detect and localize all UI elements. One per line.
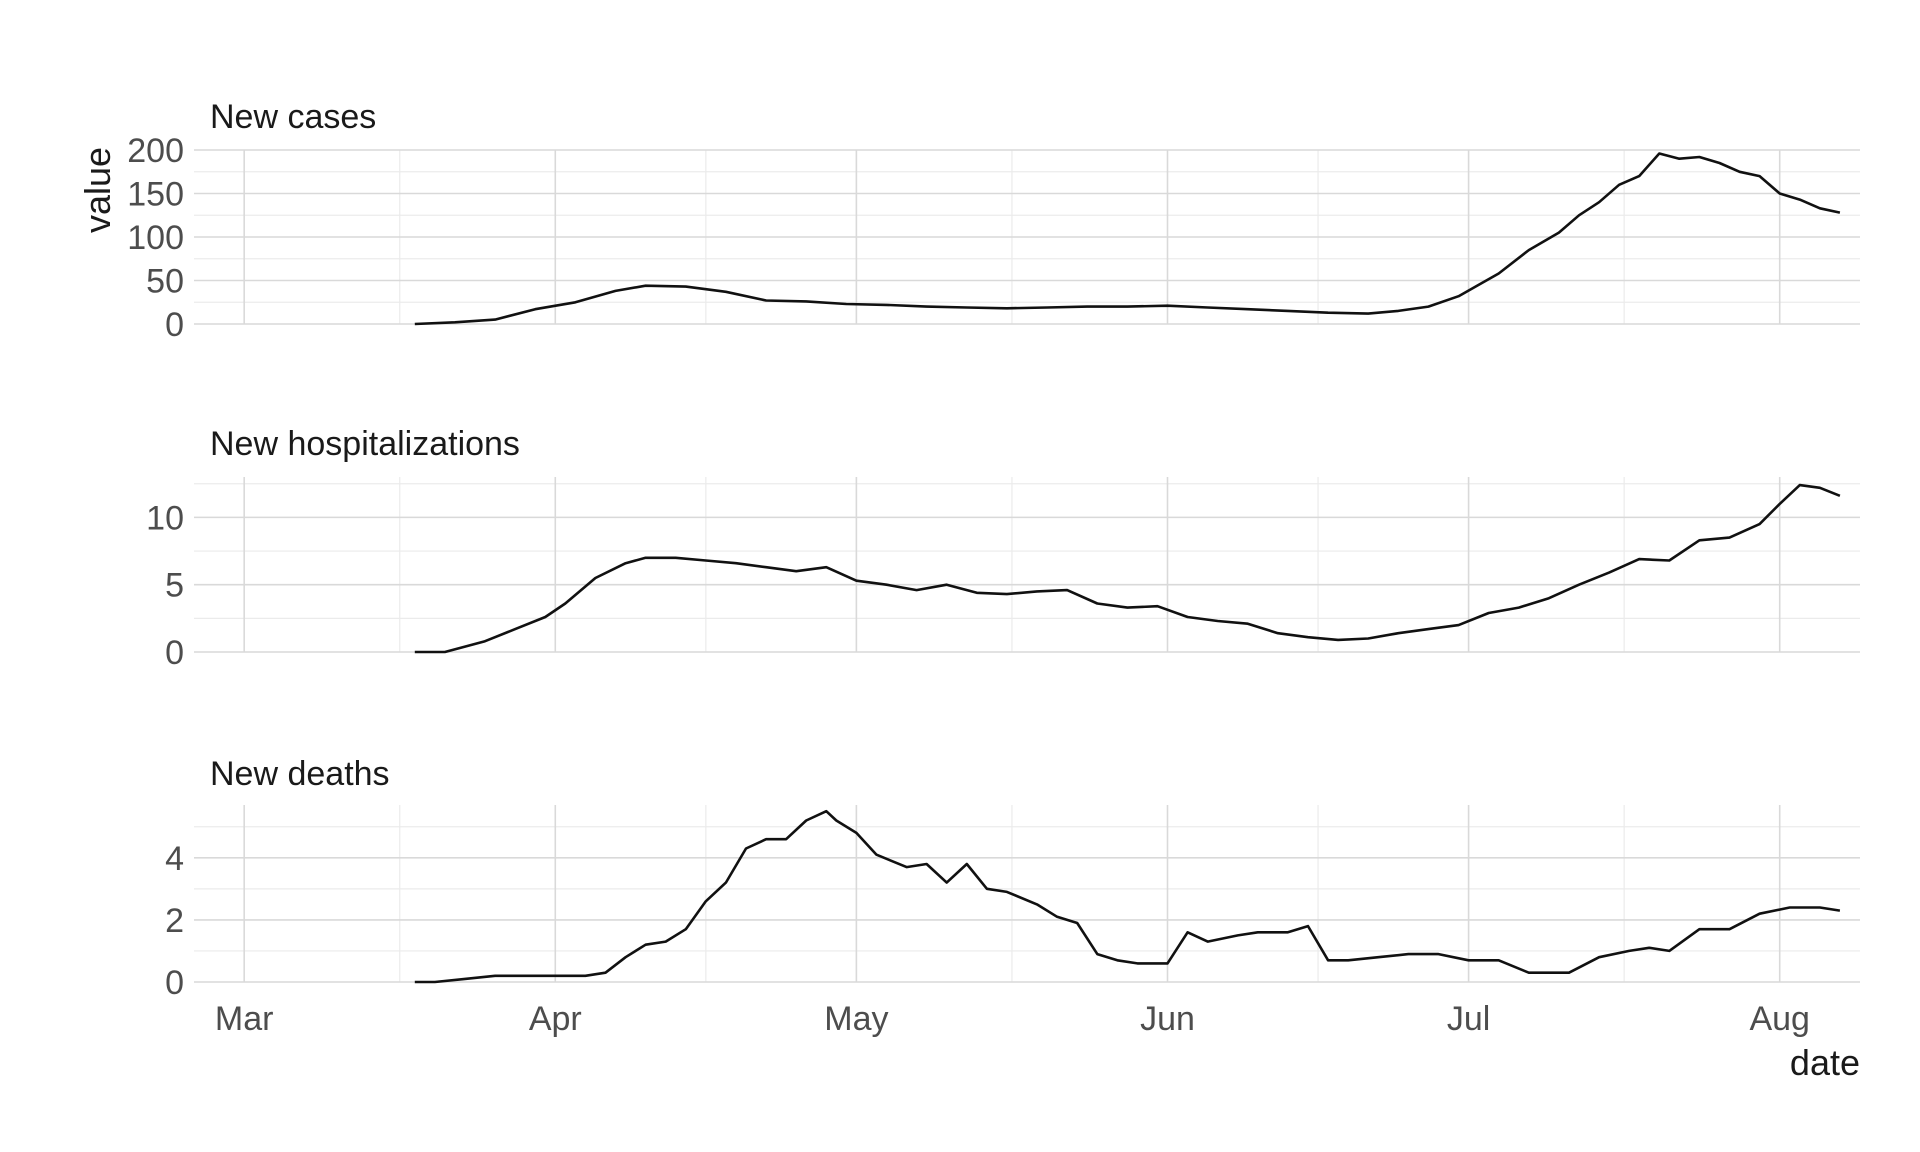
- chart-panels: 0 50 100 150 200 New cases 0 5 10 New hospitaliza…: [127, 98, 1860, 1002]
- y-tick-label: 10: [146, 499, 184, 537]
- panel-1: 0 50 100 150 200 New cases: [127, 98, 1860, 344]
- y-tick-label: 200: [127, 132, 184, 170]
- y-tick-label: 0: [165, 634, 184, 672]
- panel-title: New cases: [210, 98, 376, 136]
- y-tick-label: 2: [165, 902, 184, 940]
- x-axis: Mar Apr May Jun Jul Aug: [215, 1000, 1810, 1038]
- panel-title: New deaths: [210, 755, 390, 793]
- y-tick-label: 150: [127, 176, 184, 214]
- panel-2: 0 5 10 New hospitalizations: [146, 425, 1860, 672]
- y-tick-label: 50: [146, 263, 184, 301]
- x-tick-label: Aug: [1749, 1000, 1810, 1038]
- y-axis-title: value: [77, 147, 118, 233]
- data-line-1: [414, 152, 1841, 326]
- x-tick-label: Jul: [1447, 1000, 1490, 1038]
- panel-title: New hospitalizations: [210, 425, 520, 463]
- data-line-1: [414, 483, 1841, 654]
- y-tick-label: 5: [165, 567, 184, 605]
- y-tick-label: 4: [165, 840, 184, 878]
- x-tick-label: Mar: [215, 1000, 274, 1038]
- x-axis-title: date: [1790, 1042, 1860, 1083]
- y-tick-label: 0: [165, 964, 184, 1002]
- y-tick-label: 0: [165, 306, 184, 344]
- x-tick-label: Apr: [529, 1000, 582, 1038]
- x-tick-label: May: [824, 1000, 888, 1038]
- panel-3: 0 2 4 New deaths: [165, 755, 1860, 1002]
- data-line-1: [414, 809, 1841, 984]
- y-tick-label: 100: [127, 219, 184, 257]
- x-tick-label: Jun: [1140, 1000, 1195, 1038]
